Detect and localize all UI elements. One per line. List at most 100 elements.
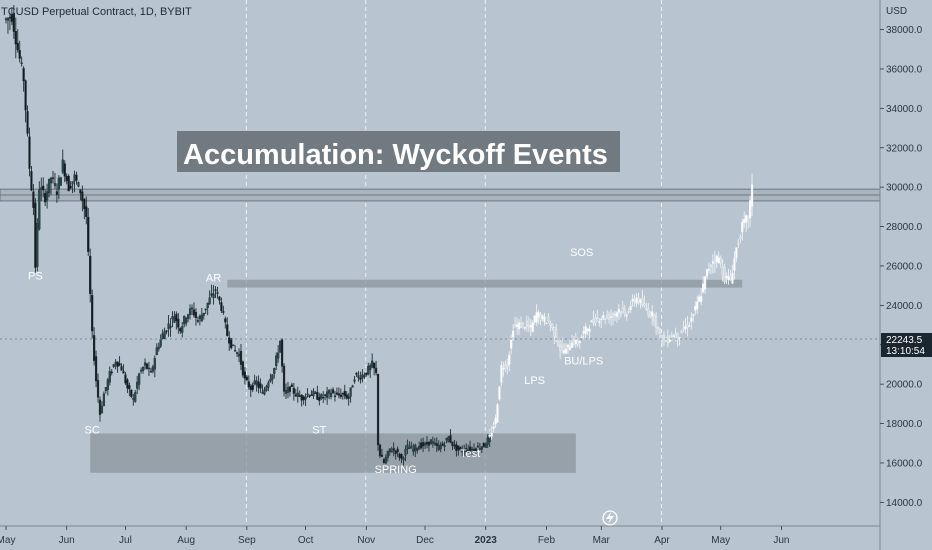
candle-body (698, 296, 701, 302)
candle-body (4, 18, 8, 21)
candle-body (314, 392, 317, 394)
candle-body (363, 375, 366, 378)
candle-body (606, 315, 609, 318)
candle-body (566, 344, 570, 348)
price-axis[interactable] (880, 0, 932, 550)
candle-body (559, 345, 562, 351)
candle-body (232, 344, 235, 347)
candle-body (288, 386, 292, 392)
candle-body (423, 442, 427, 446)
candle-body (151, 366, 154, 372)
candle-body (506, 364, 509, 367)
candle-body (709, 265, 713, 267)
candle-body (149, 371, 153, 373)
candle-body (75, 174, 78, 181)
candle-body (224, 318, 227, 323)
candle-body (112, 364, 115, 367)
candle-body (300, 394, 303, 401)
flash-icon[interactable] (602, 510, 618, 526)
candle-body (535, 312, 538, 323)
candle-body (731, 272, 734, 284)
candle-body (345, 394, 348, 399)
candle-body (574, 338, 577, 345)
candle-body (611, 313, 615, 317)
candle-body (104, 387, 107, 391)
candles (4, 5, 754, 466)
candle-body (750, 184, 754, 207)
candle-body (512, 330, 515, 338)
candle-body (378, 444, 382, 457)
time-tick-label: May (711, 535, 730, 546)
time-tick-label: Feb (538, 535, 556, 546)
candle-body (71, 181, 74, 185)
time-tick-label: Nov (357, 535, 375, 546)
time-tick-label: Sep (238, 535, 256, 546)
candle-body (553, 327, 556, 337)
candle-body (353, 379, 356, 382)
candle-body (745, 215, 748, 223)
candle-body (349, 387, 352, 397)
candle-body (93, 335, 96, 361)
candle-body (26, 111, 29, 134)
candle-body (183, 315, 186, 325)
candle-body (277, 352, 280, 359)
candle-body (727, 276, 730, 280)
candle-body (525, 320, 528, 326)
candle-body (61, 159, 64, 173)
candle-body (617, 308, 620, 313)
candle-body (741, 221, 744, 233)
candle-body (114, 362, 117, 366)
chart-title: Accumulation: Wyckoff Events (183, 139, 608, 171)
candle-body (445, 437, 448, 441)
candle-body (40, 187, 43, 190)
time-tick-label: Jul (119, 535, 132, 546)
candle-body (308, 395, 311, 397)
candle-body (30, 171, 33, 191)
candle-body (106, 379, 109, 390)
candle-body (682, 327, 685, 330)
time-axis[interactable]: May Jun Jul Aug Sep Oct Nov Dec 2023 Feb Mar Apr May… (0, 526, 789, 546)
candle-body (431, 441, 434, 444)
candle-body (24, 80, 27, 111)
candle-body (177, 318, 180, 328)
candle-body (643, 303, 646, 306)
symbol-header[interactable]: TCUSD Perpetual Contract, 1D, BYBIT (1, 6, 192, 18)
candle-body (588, 328, 591, 332)
candle-body (376, 373, 380, 446)
candle-body (145, 363, 149, 369)
price-tick-label: 18000.0 (886, 419, 923, 430)
candle-body (153, 358, 156, 370)
last-price-tag (881, 333, 932, 357)
candle-body (335, 392, 339, 395)
time-tick-label: Jun (59, 535, 75, 546)
candle-body (210, 293, 213, 296)
candle-body (549, 322, 552, 326)
candle-body (486, 437, 489, 445)
candle-body (435, 443, 438, 446)
candle-body (257, 381, 260, 388)
candle-body (623, 309, 626, 315)
candle-body (684, 326, 687, 330)
price-tick-label: 34000.0 (886, 104, 923, 115)
candle-body (604, 318, 607, 320)
candle-body (633, 300, 636, 303)
candle-body (398, 453, 401, 459)
candle-body (474, 448, 478, 451)
candle-body (480, 446, 483, 450)
candle-body (280, 339, 284, 367)
candle-body (218, 296, 221, 301)
candle-body (28, 136, 31, 169)
candle-body (609, 316, 613, 318)
candle-body (96, 380, 100, 398)
candle-body (337, 393, 340, 396)
candle-body (433, 442, 436, 445)
candle-body (118, 363, 121, 366)
candle-body (545, 322, 548, 325)
candle-body (91, 294, 94, 332)
event-label: SPRING (375, 464, 417, 476)
candle-body (171, 316, 174, 320)
candle-body (637, 297, 640, 303)
candle-body (496, 404, 499, 423)
